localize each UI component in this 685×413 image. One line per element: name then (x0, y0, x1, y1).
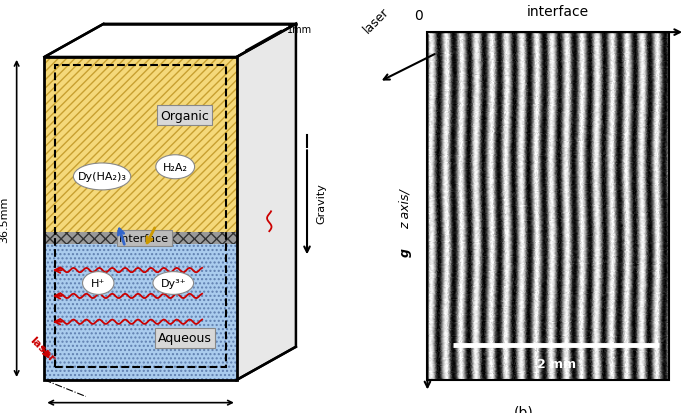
Text: Aqueous: Aqueous (158, 332, 212, 344)
Bar (45, 238, 237, 380)
Polygon shape (237, 25, 296, 380)
Text: z axis/: z axis/ (399, 185, 412, 228)
Ellipse shape (153, 272, 194, 295)
Text: 0: 0 (414, 9, 423, 23)
Text: Dy³⁺: Dy³⁺ (160, 278, 186, 288)
Text: laser: laser (28, 335, 57, 363)
Ellipse shape (155, 155, 195, 179)
Text: g: g (399, 247, 412, 256)
Text: Interface: Interface (119, 233, 169, 243)
Text: (b): (b) (514, 405, 534, 413)
Bar (45, 233, 237, 244)
Bar (45, 58, 237, 238)
Text: interface: interface (527, 5, 589, 19)
Text: Gravity: Gravity (316, 183, 326, 223)
Text: 2 mm: 2 mm (536, 357, 576, 370)
Bar (45, 58, 237, 380)
Ellipse shape (73, 164, 131, 190)
Bar (427, 33, 669, 380)
Polygon shape (45, 25, 296, 58)
Ellipse shape (82, 272, 114, 295)
Text: Dy(HA₂)₃: Dy(HA₂)₃ (77, 172, 127, 182)
Text: 1mm: 1mm (287, 25, 312, 35)
Text: H₂A₂: H₂A₂ (162, 162, 188, 172)
Bar (55, 66, 225, 368)
Text: H⁺: H⁺ (91, 278, 105, 288)
Bar (45, 58, 237, 238)
Bar (45, 233, 237, 244)
Text: 36.5mm: 36.5mm (0, 196, 9, 242)
Text: laser: laser (361, 5, 392, 36)
Text: Organic: Organic (160, 109, 209, 122)
Bar (45, 238, 237, 380)
